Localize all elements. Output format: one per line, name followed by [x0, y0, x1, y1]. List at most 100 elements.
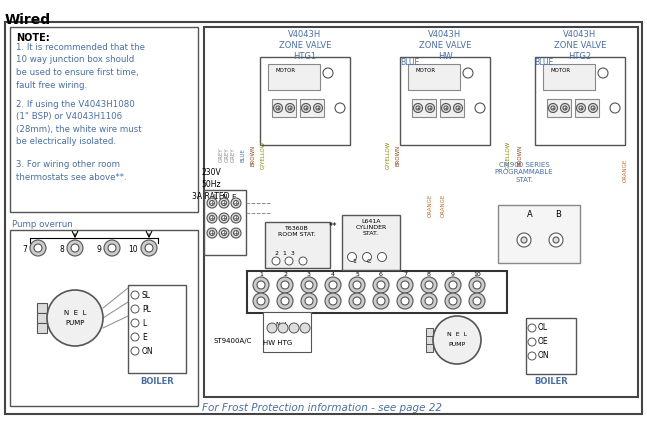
Text: 2: 2 — [283, 273, 287, 278]
Text: L  N  E: L N E — [214, 194, 236, 200]
Circle shape — [131, 333, 139, 341]
Circle shape — [416, 106, 420, 110]
Text: GREY: GREY — [225, 148, 230, 162]
Circle shape — [445, 293, 461, 309]
Circle shape — [528, 338, 536, 346]
Circle shape — [413, 103, 422, 113]
Circle shape — [253, 293, 269, 309]
Circle shape — [47, 290, 103, 346]
Bar — [342, 215, 400, 270]
Text: 8: 8 — [60, 244, 64, 254]
Bar — [265, 222, 330, 268]
Text: ORANGE: ORANGE — [428, 193, 432, 216]
Text: BLUE: BLUE — [534, 58, 553, 67]
Circle shape — [231, 213, 241, 223]
Bar — [263, 312, 311, 352]
Circle shape — [221, 200, 226, 206]
Circle shape — [517, 233, 531, 247]
Text: NOTE:: NOTE: — [16, 33, 50, 43]
Text: 6: 6 — [379, 273, 383, 278]
Circle shape — [549, 233, 563, 247]
Circle shape — [231, 198, 241, 208]
Text: Pump overrun: Pump overrun — [12, 220, 72, 229]
Circle shape — [473, 297, 481, 305]
Bar — [547, 99, 571, 117]
Text: G/YELLOW: G/YELLOW — [261, 141, 265, 169]
Bar — [10, 27, 198, 212]
Text: BLUE: BLUE — [400, 58, 419, 67]
Text: OE: OE — [538, 338, 549, 346]
Circle shape — [207, 198, 217, 208]
Text: 2  1  3: 2 1 3 — [275, 251, 295, 256]
Text: 2. If using the V4043H1080
(1" BSP) or V4043H1106
(28mm), the white wire must
be: 2. If using the V4043H1080 (1" BSP) or V… — [16, 100, 142, 146]
Circle shape — [221, 230, 226, 235]
Bar — [498, 205, 580, 263]
Circle shape — [325, 277, 341, 293]
Circle shape — [299, 257, 307, 265]
Text: CM900 SERIES
PROGRAMMABLE
STAT.: CM900 SERIES PROGRAMMABLE STAT. — [495, 162, 553, 183]
Circle shape — [377, 252, 386, 262]
Text: PUMP: PUMP — [65, 320, 85, 326]
Text: MOTOR: MOTOR — [551, 68, 571, 73]
Circle shape — [473, 281, 481, 289]
Text: HW HTG: HW HTG — [263, 340, 292, 346]
Bar — [426, 336, 433, 344]
Circle shape — [373, 293, 389, 309]
Text: 8: 8 — [427, 273, 431, 278]
Circle shape — [219, 228, 229, 238]
Circle shape — [377, 297, 385, 305]
Circle shape — [104, 240, 120, 256]
Circle shape — [131, 347, 139, 355]
Circle shape — [219, 213, 229, 223]
Text: BROWN: BROWN — [518, 144, 523, 165]
Circle shape — [34, 244, 42, 252]
Bar — [10, 230, 198, 406]
Text: L: L — [142, 319, 146, 327]
Text: 3: 3 — [307, 273, 311, 278]
Circle shape — [598, 68, 608, 78]
Circle shape — [589, 103, 597, 113]
Circle shape — [301, 293, 317, 309]
Circle shape — [560, 103, 569, 113]
Bar — [37, 303, 47, 313]
Bar — [535, 57, 625, 145]
Text: GREY: GREY — [219, 148, 223, 162]
Circle shape — [454, 103, 463, 113]
Circle shape — [528, 352, 536, 360]
Circle shape — [401, 281, 409, 289]
Text: G/YELLOW: G/YELLOW — [505, 141, 510, 169]
Circle shape — [131, 319, 139, 327]
Circle shape — [234, 230, 239, 235]
Circle shape — [347, 252, 356, 262]
Circle shape — [253, 277, 269, 293]
Bar — [204, 27, 638, 397]
Text: ON: ON — [538, 352, 549, 360]
Circle shape — [302, 103, 311, 113]
Circle shape — [521, 237, 527, 243]
Circle shape — [441, 103, 450, 113]
Circle shape — [449, 281, 457, 289]
Text: C: C — [367, 259, 371, 264]
Circle shape — [221, 216, 226, 221]
Circle shape — [425, 297, 433, 305]
Text: 1: 1 — [352, 259, 356, 264]
Circle shape — [353, 297, 361, 305]
Circle shape — [456, 106, 460, 110]
Circle shape — [257, 297, 265, 305]
Circle shape — [277, 293, 293, 309]
Bar — [204, 190, 246, 255]
Circle shape — [272, 257, 280, 265]
Circle shape — [445, 277, 461, 293]
Text: V4043H
ZONE VALVE
HTG2: V4043H ZONE VALVE HTG2 — [554, 30, 606, 61]
Circle shape — [421, 277, 437, 293]
Text: 5: 5 — [355, 273, 359, 278]
Circle shape — [397, 293, 413, 309]
Circle shape — [329, 297, 337, 305]
Bar — [426, 328, 433, 336]
Circle shape — [329, 281, 337, 289]
Circle shape — [277, 277, 293, 293]
Bar — [526, 318, 576, 374]
Bar — [543, 64, 595, 90]
Circle shape — [428, 106, 432, 110]
Text: ORANGE: ORANGE — [441, 193, 446, 216]
